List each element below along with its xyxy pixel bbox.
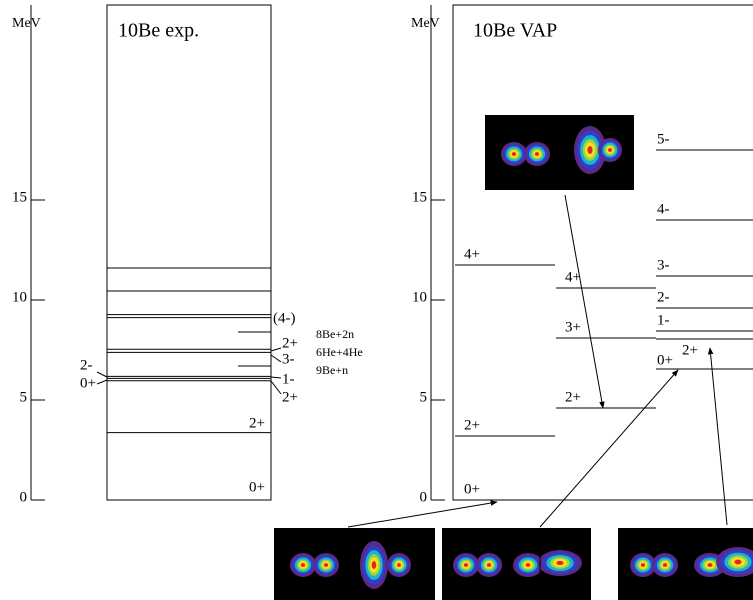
level-label: 2+ [282, 389, 298, 405]
level-label: 2+ [282, 335, 298, 351]
level-label: 3+ [565, 319, 581, 335]
level-label: 4- [657, 201, 670, 217]
connector [270, 354, 282, 363]
level-label: 0+ [464, 481, 480, 497]
level-label: 2- [80, 357, 93, 373]
density-images [274, 115, 753, 600]
level-label: 2+ [565, 389, 581, 405]
tick-label: 10 [12, 289, 27, 305]
density-blob [463, 563, 469, 567]
connector [96, 371, 108, 378]
level-label: 4+ [464, 246, 480, 262]
level-label: 0+ [249, 479, 265, 495]
axis-label: MeV [12, 16, 41, 31]
vap-box [452, 4, 753, 501]
threshold-label: 9Be+n [316, 363, 348, 377]
density-blob [525, 563, 531, 567]
tick-label: 10 [412, 289, 427, 305]
density-blob [300, 563, 306, 567]
threshold-label: 6He+4He [316, 345, 363, 359]
density-blob [371, 561, 377, 569]
density-blob [640, 563, 646, 567]
connector [270, 376, 282, 379]
level-label: 2+ [249, 415, 265, 431]
axis-label: MeV [411, 16, 440, 31]
arrow [539, 369, 679, 528]
tick-label: 0 [420, 489, 428, 505]
level-label: 4+ [565, 269, 581, 285]
level-label: 0+ [80, 375, 96, 391]
panel-title: 10Be exp. [118, 20, 199, 42]
density-blob [486, 563, 492, 567]
density-blob [556, 560, 564, 566]
density-blob [662, 563, 668, 567]
density-blob [534, 152, 540, 156]
threshold-label: 8Be+2n [316, 327, 354, 341]
tick-label: 5 [420, 389, 428, 405]
density-blob [608, 148, 612, 152]
arrow [707, 347, 728, 526]
level-label: 5- [657, 131, 670, 147]
connector [96, 379, 108, 385]
level-label: 2+ [682, 342, 698, 358]
connector [270, 347, 282, 352]
arrow [347, 500, 498, 528]
density-blob [734, 559, 742, 565]
density-blob [587, 146, 593, 154]
density-blob [323, 563, 329, 567]
level-label: (4-) [273, 310, 296, 326]
arrow [564, 194, 605, 409]
level-label: 3- [657, 257, 670, 273]
tick-label: 15 [12, 189, 27, 205]
tick-label: 5 [20, 389, 28, 405]
level-label: 1- [282, 371, 295, 387]
tick-label: 0 [20, 489, 28, 505]
density-blob [511, 152, 517, 156]
panel-title: 10Be VAP [473, 20, 557, 42]
exp-box [106, 4, 272, 501]
density-blob [707, 563, 713, 567]
level-label: 1- [657, 312, 670, 328]
density-blob [397, 563, 401, 567]
arrows [347, 194, 728, 528]
level-label: 3- [282, 351, 295, 367]
level-label: 0+ [657, 352, 673, 368]
level-label: 2+ [464, 417, 480, 433]
tick-label: 15 [412, 189, 427, 205]
level-label: 2- [657, 289, 670, 305]
connector [270, 380, 282, 395]
